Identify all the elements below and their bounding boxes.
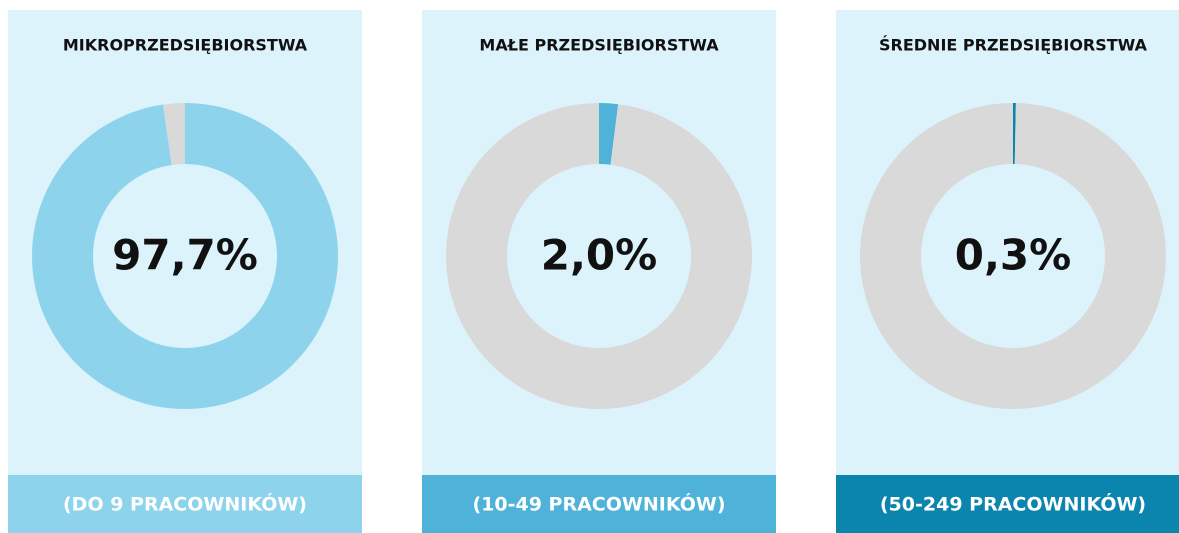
donut-segment [162, 103, 185, 165]
center-label: 2,0% [541, 231, 657, 280]
footer-band [422, 475, 776, 533]
donut-panel: MAŁE PRZEDSIĘBIORSTWA 2,0% (10-49 PRACOWNI… [422, 10, 776, 533]
donut-panel: ŚREDNIE PRZEDSIĘBIORSTWA 0,3% (50-249 PRAC… [836, 10, 1179, 533]
panel-title: MAŁE PRZEDSIĘBIORSTWA [479, 36, 719, 55]
donut-segment [32, 103, 339, 409]
panel-title: MIKROPRZEDSIĘBIORSTWA [63, 36, 308, 55]
donut-panel: MIKROPRZEDSIĘBIORSTWA 97,7% (DO 9 PRACOWNI… [8, 10, 362, 533]
donut-segment [599, 103, 619, 165]
footer-band [836, 475, 1179, 533]
donut-segment [446, 103, 752, 409]
footer-label: (DO 9 PRACOWNIKÓW) [63, 492, 307, 516]
footer-label: (10-49 PRACOWNIKÓW) [472, 492, 725, 516]
footer-band [8, 475, 362, 533]
center-label: 0,3% [955, 231, 1071, 280]
panel-title: ŚREDNIE PRZEDSIĘBIORSTWA [879, 36, 1148, 55]
center-label: 97,7% [112, 231, 258, 280]
footer-label: (50-249 PRACOWNIKÓW) [880, 492, 1146, 516]
donut-segment [859, 102, 1166, 409]
donut-segment [1013, 103, 1016, 165]
